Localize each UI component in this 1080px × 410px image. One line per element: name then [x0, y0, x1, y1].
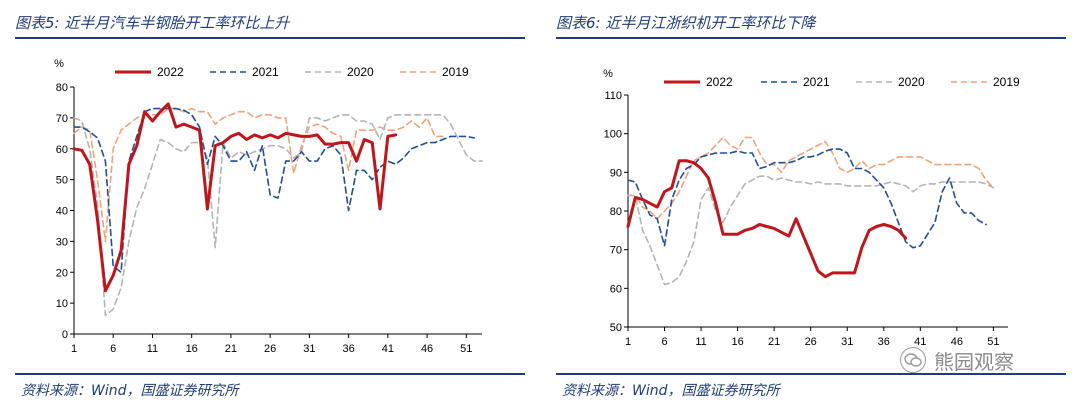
x-tick-label: 26	[264, 343, 276, 355]
y-tick-label: 60	[56, 144, 68, 156]
figure-left: 图表5: 近半月汽车半钢胎开工率环比上升 0 10 20 30 40 50 60 70 80 1 6…	[15, 0, 535, 410]
legend-label-2020: 2020	[898, 75, 925, 89]
x-tick-label: 51	[460, 343, 472, 355]
x-tick-label: 46	[951, 336, 963, 348]
x-tick-label: 16	[731, 336, 743, 348]
x-tick-label: 31	[841, 336, 853, 348]
x-tick-label: 46	[421, 343, 433, 355]
x-tick-label: 31	[303, 343, 315, 355]
legend-label-2022: 2022	[706, 75, 733, 89]
series-line-2019	[73, 107, 444, 243]
series-line-2021	[73, 107, 476, 274]
series-line-2020	[627, 175, 995, 286]
x-tick-label: 36	[878, 336, 890, 348]
series-line-2021	[627, 148, 987, 249]
legend-label-2022: 2022	[157, 65, 184, 79]
title-rule	[15, 37, 525, 39]
series-line-2022	[626, 159, 908, 279]
series-line-2022	[72, 102, 398, 293]
y-tick-label: 70	[56, 113, 68, 125]
x-tick-label: 1	[71, 343, 77, 355]
x-tick-label: 41	[382, 343, 394, 355]
x-tick-label: 6	[661, 336, 667, 348]
series-line-2020	[73, 114, 483, 317]
y-tick-label: 90	[610, 167, 622, 179]
watermark-text: 熊园观察	[934, 350, 1014, 374]
figure-title: 图表6: 近半月江浙织机开工率环比下降	[556, 14, 816, 32]
legend-label-2020: 2020	[347, 65, 374, 79]
y-tick-label: 60	[610, 283, 622, 295]
x-tick-label: 1	[625, 336, 631, 348]
y-tick-label: 100	[604, 129, 622, 141]
y-tick-label: 10	[56, 298, 68, 310]
legend-label-2021: 2021	[803, 75, 830, 89]
x-tick-label: 36	[342, 343, 354, 355]
x-tick-label: 6	[110, 343, 116, 355]
x-tick-label: 41	[914, 336, 926, 348]
source-rule	[556, 373, 1066, 375]
y-tick-label: 40	[56, 206, 68, 218]
y-tick-label: 80	[56, 82, 68, 94]
y-tick-label: 50	[56, 175, 68, 187]
x-tick-label: 11	[695, 336, 706, 348]
x-tick-label: 11	[147, 343, 158, 355]
x-tick-label: 16	[186, 343, 198, 355]
unit-label: %	[54, 58, 64, 70]
y-tick-label: 110	[604, 90, 622, 102]
y-tick-label: 30	[56, 236, 68, 248]
title-rule	[556, 37, 1066, 39]
legend-label-2019: 2019	[993, 75, 1020, 89]
legend-label-2019: 2019	[442, 65, 469, 79]
x-tick-label: 51	[987, 336, 999, 348]
y-tick-label: 50	[610, 322, 622, 334]
source-note: 资料来源：Wind，国盛证券研究所	[21, 383, 239, 399]
watermark: 熊园观察	[900, 345, 1070, 375]
source-rule	[15, 373, 525, 375]
figure-title: 图表5: 近半月汽车半钢胎开工率环比上升	[15, 14, 290, 32]
y-tick-label: 80	[610, 206, 622, 218]
y-tick-label: 70	[610, 245, 622, 257]
figure-right: 图表6: 近半月江浙织机开工率环比下降 50 60 70 80 90 100 110 1 6 11…	[556, 0, 1076, 410]
x-tick-label: 21	[768, 336, 780, 348]
unit-label: %	[603, 68, 613, 80]
series-line-2019	[627, 136, 995, 220]
wechat-icon	[900, 347, 926, 373]
source-note: 资料来源：Wind，国盛证券研究所	[562, 383, 780, 399]
legend-label-2021: 2021	[252, 65, 279, 79]
y-tick-label: 0	[62, 329, 68, 341]
x-tick-label: 21	[225, 343, 237, 355]
y-tick-label: 20	[56, 267, 68, 279]
x-tick-label: 26	[805, 336, 817, 348]
